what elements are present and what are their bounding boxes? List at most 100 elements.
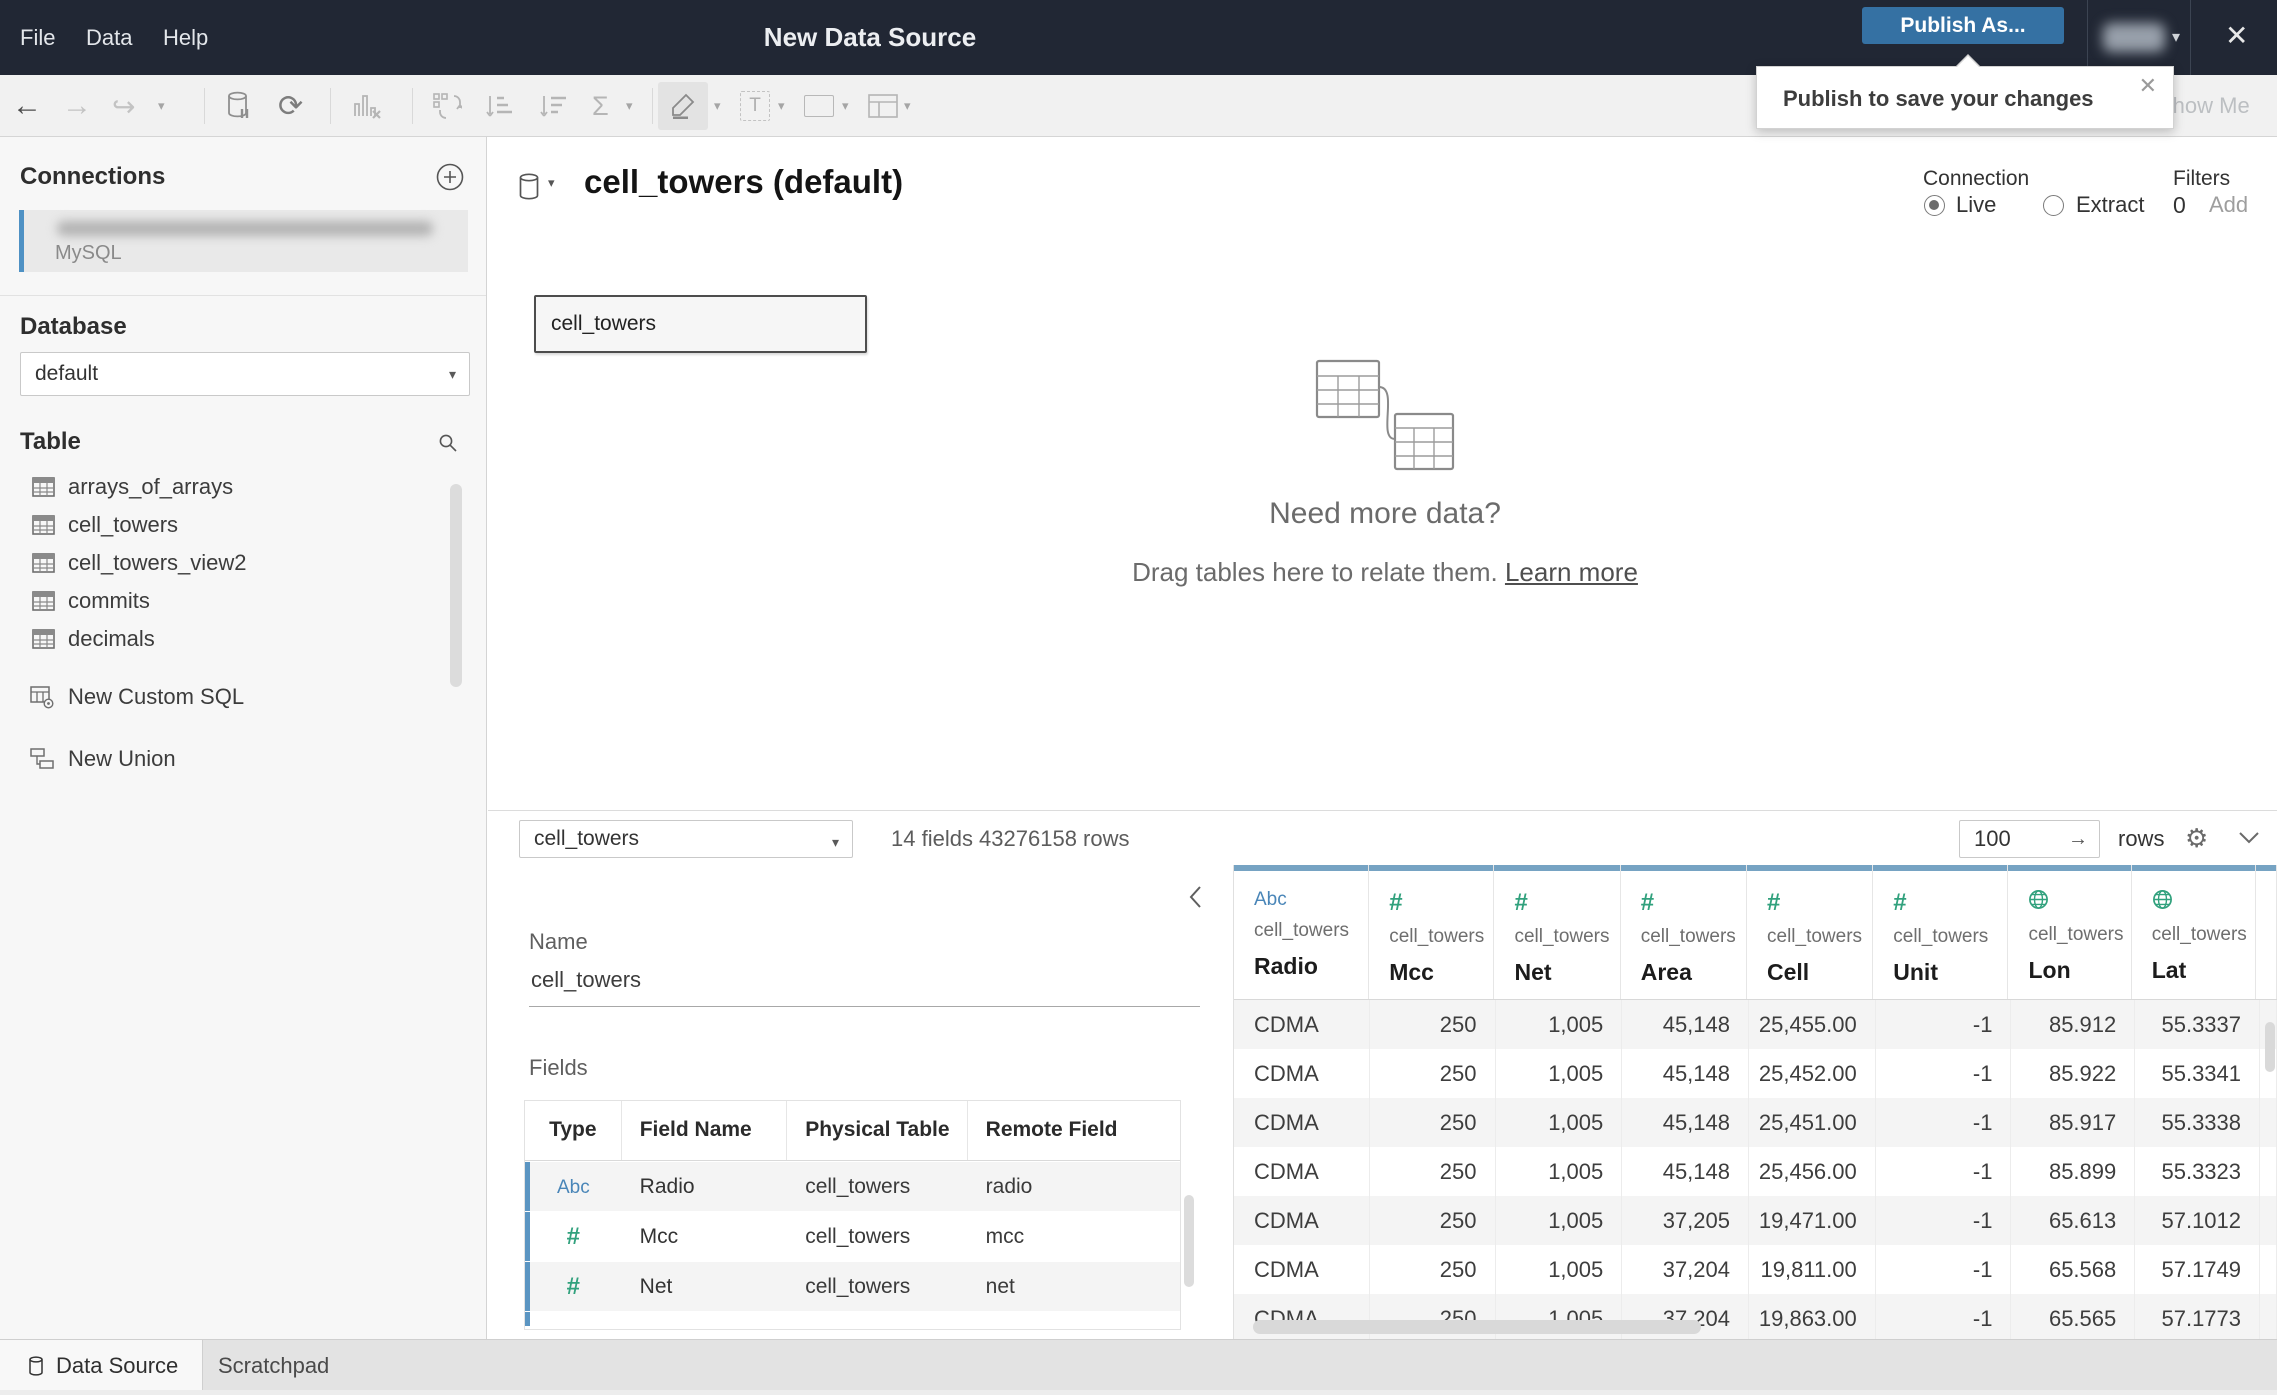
fields-col-remote-field-name: Remote Field Name <box>985 1118 1118 1199</box>
fields-scrollbar-thumb[interactable] <box>1184 1195 1194 1287</box>
collapse-panel-icon[interactable] <box>1188 885 1202 914</box>
column-field-name: Radio <box>1254 953 1318 979</box>
replay-caret-icon[interactable]: ▾ <box>158 98 165 113</box>
table-select[interactable]: cell_towers ▾ <box>519 820 853 858</box>
titlebar-divider <box>2087 0 2088 75</box>
grid-cell: 250 <box>1370 1196 1496 1245</box>
collapse-grid-icon[interactable] <box>2238 831 2260 850</box>
fit-selector-icon[interactable] <box>804 75 834 137</box>
grid-column-header[interactable]: # cell_towers Cell <box>1747 865 1874 999</box>
column-accent-bar <box>1873 865 2008 871</box>
text-format-caret-icon[interactable]: ▾ <box>778 98 785 113</box>
text-format-icon[interactable]: T <box>740 75 770 137</box>
grid-column-header[interactable]: # cell_towers Unit <box>1873 865 2009 999</box>
menu-data[interactable]: Data <box>86 25 133 50</box>
swap-rows-columns-icon[interactable] <box>432 75 462 137</box>
show-cards-caret-icon[interactable]: ▾ <box>904 98 911 113</box>
new-custom-sql-label: New Custom SQL <box>68 684 245 709</box>
metadata-panel: Name cell_towers Fields Type Field Name … <box>488 865 1233 1339</box>
row-count-value: 100 <box>1974 826 2011 851</box>
tab-scratchpad[interactable]: Scratchpad <box>218 1353 330 1378</box>
replay-icon[interactable]: ↪ <box>112 90 136 122</box>
grid-column-header[interactable]: # cell_towers Area <box>1620 865 1747 999</box>
totals-icon[interactable]: Σ <box>592 90 609 121</box>
field-remote-name-cell: net <box>985 1275 1015 1298</box>
extract-radio-label[interactable]: Extract <box>2076 192 2145 217</box>
sidebar-table-item[interactable]: commits <box>0 582 470 620</box>
clear-sheet-icon[interactable] <box>352 75 382 137</box>
vertical-scrollbar-thumb[interactable] <box>2265 1022 2275 1072</box>
search-tables-icon[interactable] <box>438 433 458 458</box>
menu-file[interactable]: File <box>20 25 56 50</box>
sidebar-table-item[interactable]: cell_towers_view2 <box>0 544 470 582</box>
table-node-cell-towers[interactable]: cell_towers <box>534 295 867 353</box>
refresh-data-icon[interactable]: ⟳ <box>278 89 304 123</box>
sidebar-table-item[interactable]: cell_towers <box>0 506 470 544</box>
sort-ascending-icon[interactable] <box>486 75 514 137</box>
new-union-button[interactable]: New Union <box>0 739 176 779</box>
menu-help[interactable]: Help <box>163 25 209 50</box>
grid-cell-partial <box>2260 1245 2277 1294</box>
grid-column-header[interactable]: # cell_towers Mcc <box>1369 865 1495 999</box>
database-icon[interactable] <box>518 173 540 205</box>
datasource-caret-icon[interactable]: ▾ <box>548 175 555 190</box>
totals-caret-icon[interactable]: ▾ <box>626 98 633 113</box>
number-type-icon: # <box>1767 889 1781 916</box>
field-row[interactable]: # Net cell_towers net <box>525 1262 1180 1311</box>
learn-more-link[interactable]: Learn more <box>1504 557 1638 587</box>
live-radio-label[interactable]: Live <box>1956 192 1997 217</box>
connection-name-redacted <box>57 221 433 236</box>
sidebar-scrollbar-thumb[interactable] <box>450 484 462 687</box>
window-close-icon[interactable]: ✕ <box>2225 20 2249 51</box>
highlight-icon[interactable] <box>658 82 708 130</box>
number-type-icon: # <box>566 1223 581 1250</box>
name-value[interactable]: cell_towers <box>531 967 642 992</box>
grid-column-header[interactable]: Abc cell_towers Radio <box>1234 865 1370 999</box>
grid-cell: 19,471.00 <box>1749 1196 1876 1245</box>
add-connection-icon[interactable] <box>436 163 464 196</box>
apply-row-count-icon[interactable]: → <box>2068 828 2088 850</box>
geo-type-icon <box>2028 889 2049 915</box>
grid-column-header[interactable]: # cell_towers Net <box>1494 865 1621 999</box>
sidebar-table-item[interactable]: decimals <box>0 620 470 658</box>
grid-column-header[interactable]: cell_towers Lon <box>2008 865 2132 999</box>
user-avatar[interactable] <box>2103 23 2165 52</box>
publish-as-button[interactable]: Publish As... <box>1862 7 2064 44</box>
pause-auto-updates-icon[interactable] <box>226 75 252 137</box>
field-type-cell: # <box>525 1262 622 1311</box>
row-count-input[interactable]: 100 → <box>1959 820 2100 858</box>
grid-cell: 25,451.00 <box>1749 1098 1876 1147</box>
grid-cell: 55.3337 <box>2135 1000 2261 1049</box>
sidebar-table-item[interactable]: arrays_of_arrays <box>0 468 470 506</box>
field-row[interactable]: # Mcc cell_towers mcc <box>525 1212 1180 1261</box>
sidebar-divider <box>0 295 486 296</box>
grid-header: Abc cell_towers Radio # cell_towers Mcc … <box>1234 865 2277 1000</box>
table-icon <box>32 477 55 497</box>
extract-radio[interactable] <box>2043 195 2064 216</box>
sort-descending-icon[interactable] <box>540 75 568 137</box>
column-table-label: cell_towers <box>2151 924 2247 945</box>
grid-column-header[interactable]: cell_towers Lat <box>2131 865 2257 999</box>
fit-selector-caret-icon[interactable]: ▾ <box>842 98 849 113</box>
redo-icon[interactable]: → <box>62 89 92 122</box>
live-radio[interactable] <box>1924 195 1945 216</box>
user-menu-caret-icon[interactable]: ▾ <box>2172 29 2181 46</box>
new-custom-sql-button[interactable]: New Custom SQL <box>0 677 244 717</box>
horizontal-scrollbar-thumb[interactable] <box>1253 1320 1701 1334</box>
undo-icon[interactable]: ← <box>12 89 42 122</box>
grid-cell: 19,811.00 <box>1749 1245 1876 1294</box>
filters-add-button[interactable]: Add <box>2209 192 2249 217</box>
gear-icon[interactable]: ⚙ <box>2185 823 2209 853</box>
tooltip-close-icon[interactable]: ✕ <box>2138 73 2157 98</box>
tab-data-source[interactable]: Data Source <box>0 1340 203 1391</box>
connection-item[interactable]: MySQL <box>19 210 468 272</box>
highlight-caret-icon[interactable]: ▾ <box>714 98 721 113</box>
field-row[interactable]: Abc Radio cell_towers radio <box>525 1162 1180 1211</box>
grid-cell: 25,452.00 <box>1749 1049 1876 1098</box>
field-name-cell: Net <box>639 1275 673 1298</box>
database-select[interactable]: default ▾ <box>20 352 470 396</box>
fields-label: Fields <box>529 1055 588 1080</box>
show-cards-icon[interactable] <box>868 75 898 137</box>
table-select-value: cell_towers <box>534 827 640 850</box>
fields-table: Type Field Name Physical Table Remote Fi… <box>524 1100 1181 1330</box>
